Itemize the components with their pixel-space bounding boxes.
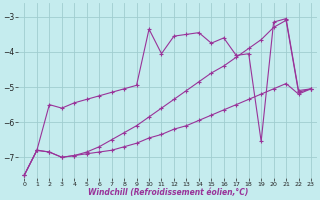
X-axis label: Windchill (Refroidissement éolien,°C): Windchill (Refroidissement éolien,°C): [88, 188, 248, 197]
